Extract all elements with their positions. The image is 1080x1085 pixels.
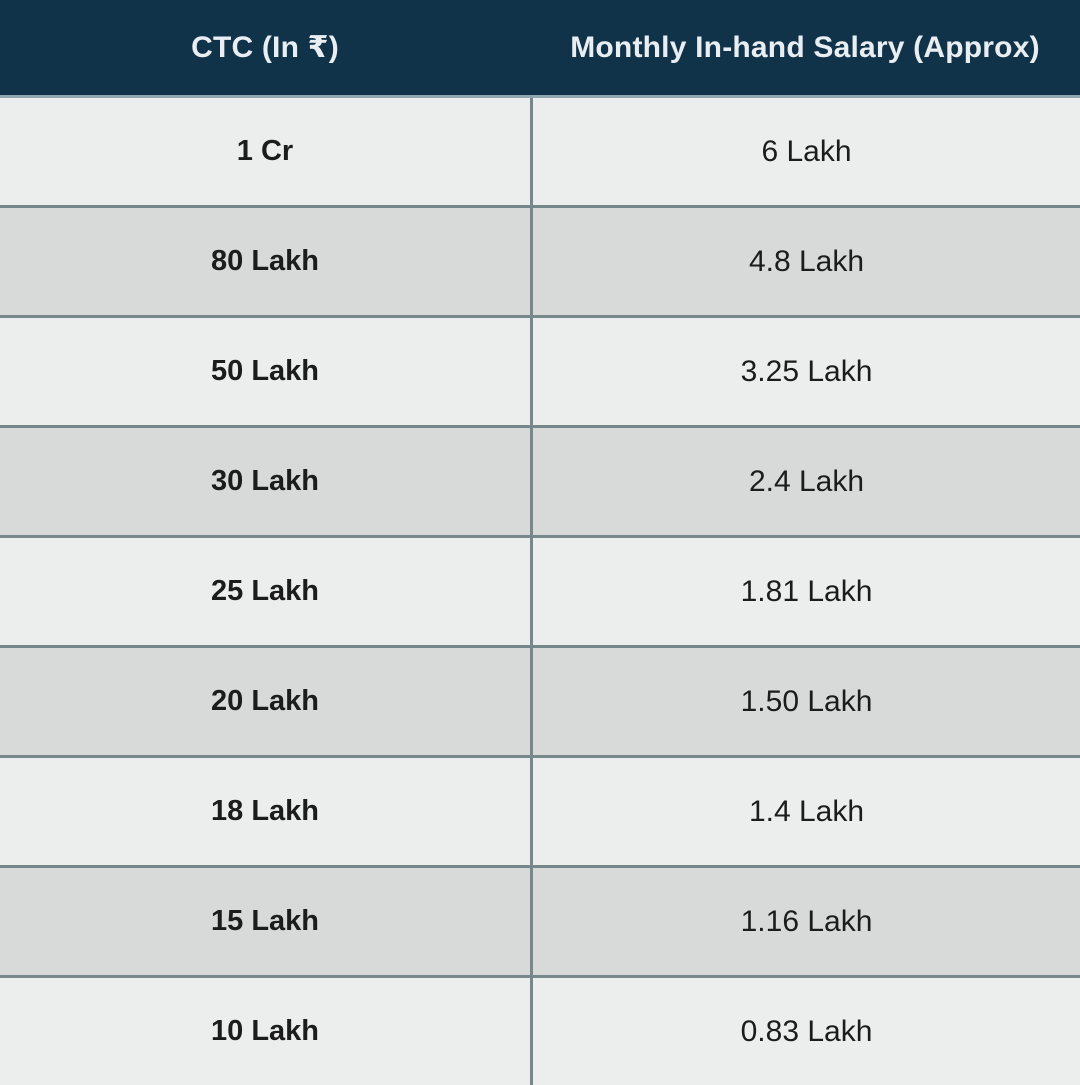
- ctc-value: 80 Lakh: [211, 245, 319, 277]
- table-row: 18 Lakh 1.4 Lakh: [0, 755, 1080, 865]
- table-row: 20 Lakh 1.50 Lakh: [0, 645, 1080, 755]
- table-row: 10 Lakh 0.83 Lakh: [0, 975, 1080, 1085]
- inhand-value: 1.50 Lakh: [530, 648, 1080, 755]
- table-body: 1 Cr 6 Lakh 80 Lakh 4.8 Lakh 50 Lakh 3.2…: [0, 98, 1080, 1085]
- inhand-value: 1.16 Lakh: [530, 868, 1080, 975]
- ctc-value: 30 Lakh: [211, 465, 319, 497]
- table-header-row: CTC (In ₹) Monthly In-hand Salary (Appro…: [0, 0, 1080, 98]
- table-row: 1 Cr 6 Lakh: [0, 98, 1080, 205]
- inhand-value: 0.83 Lakh: [530, 978, 1080, 1085]
- table-row: 30 Lakh 2.4 Lakh: [0, 425, 1080, 535]
- ctc-value: 15 Lakh: [211, 905, 319, 937]
- table-row: 15 Lakh 1.16 Lakh: [0, 865, 1080, 975]
- table-row: 50 Lakh 3.25 Lakh: [0, 315, 1080, 425]
- column-header-inhand-salary: Monthly In-hand Salary (Approx): [570, 30, 1040, 64]
- ctc-value: 18 Lakh: [211, 795, 319, 827]
- ctc-value: 1 Cr: [236, 135, 294, 167]
- inhand-value: 6 Lakh: [530, 98, 1080, 205]
- table-row: 25 Lakh 1.81 Lakh: [0, 535, 1080, 645]
- inhand-value: 1.81 Lakh: [530, 538, 1080, 645]
- table-row: 80 Lakh 4.8 Lakh: [0, 205, 1080, 315]
- ctc-value: 50 Lakh: [211, 355, 319, 387]
- inhand-value: 3.25 Lakh: [530, 318, 1080, 425]
- inhand-value: 4.8 Lakh: [530, 208, 1080, 315]
- inhand-value: 2.4 Lakh: [530, 428, 1080, 535]
- column-header-ctc: CTC (In ₹): [191, 31, 339, 64]
- ctc-value: 10 Lakh: [211, 1015, 319, 1047]
- ctc-value: 20 Lakh: [211, 685, 319, 717]
- inhand-value: 1.4 Lakh: [530, 758, 1080, 865]
- ctc-value: 25 Lakh: [211, 575, 319, 607]
